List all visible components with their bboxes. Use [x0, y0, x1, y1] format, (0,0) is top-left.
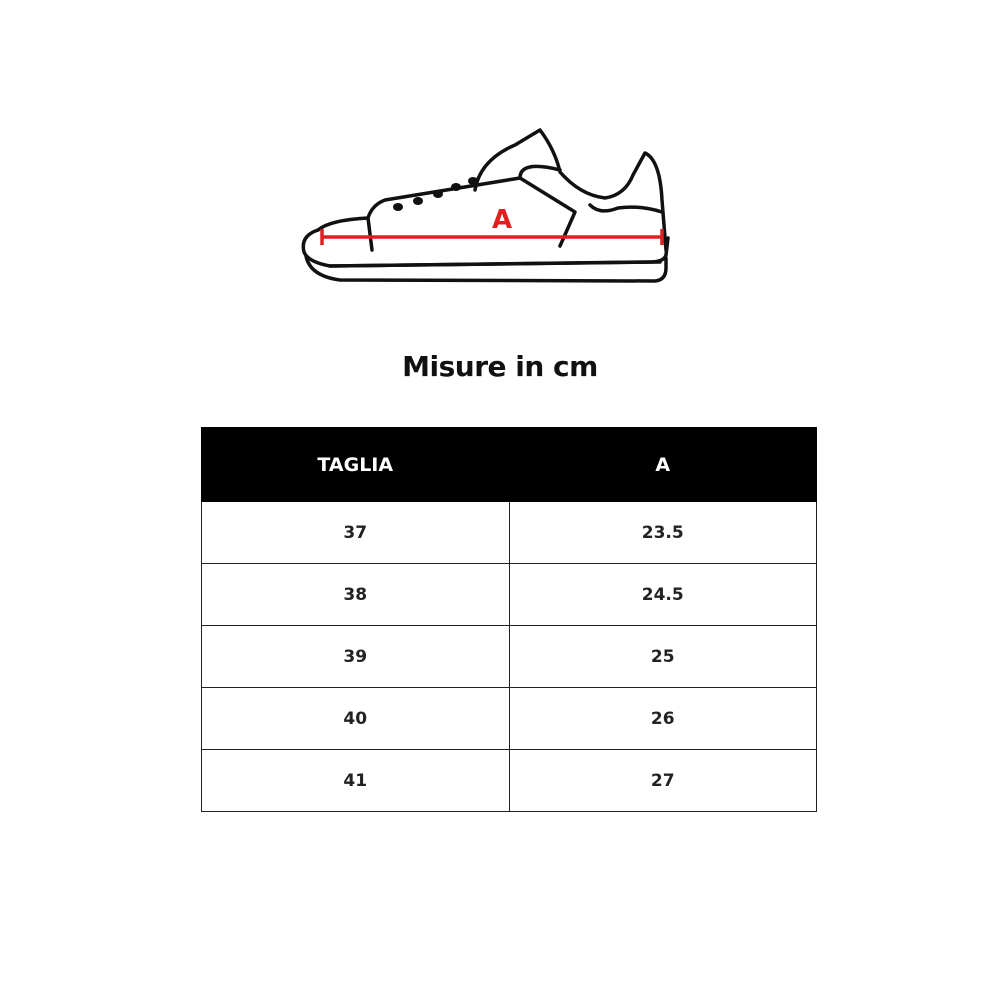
shoe-outline — [301, 128, 670, 283]
size-cell: 37 — [201, 501, 510, 564]
measure-label: A — [492, 205, 512, 235]
table-row: 37 23.5 — [201, 501, 817, 564]
page-title: Misure in cm — [402, 350, 598, 383]
length-cell: 25 — [508, 625, 817, 688]
length-cell: 24.5 — [508, 563, 817, 626]
length-cell: 23.5 — [508, 501, 817, 564]
lace-hole — [433, 190, 443, 198]
size-cell: 41 — [201, 749, 510, 812]
size-table: TAGLIA A 37 23.5 38 24.5 39 25 40 26 41 27 — [201, 427, 817, 812]
header-a: A — [508, 427, 817, 502]
lace-hole — [393, 203, 403, 211]
length-cell: 27 — [508, 749, 817, 812]
length-cell: 26 — [508, 687, 817, 750]
size-cell: 40 — [201, 687, 510, 750]
size-cell: 38 — [201, 563, 510, 626]
table-row: 40 26 — [201, 687, 817, 750]
lace-holes — [393, 177, 478, 211]
lace-hole — [451, 183, 461, 191]
size-cell: 39 — [201, 625, 510, 688]
table-row: 39 25 — [201, 625, 817, 688]
lace-hole — [413, 197, 423, 205]
table-header-row: TAGLIA A — [201, 427, 817, 502]
measure-line-a — [320, 229, 664, 245]
shoe-diagram: A — [301, 128, 670, 283]
table-row: 41 27 — [201, 749, 817, 812]
header-size: TAGLIA — [201, 427, 510, 502]
lace-hole — [468, 177, 478, 185]
table-row: 38 24.5 — [201, 563, 817, 626]
